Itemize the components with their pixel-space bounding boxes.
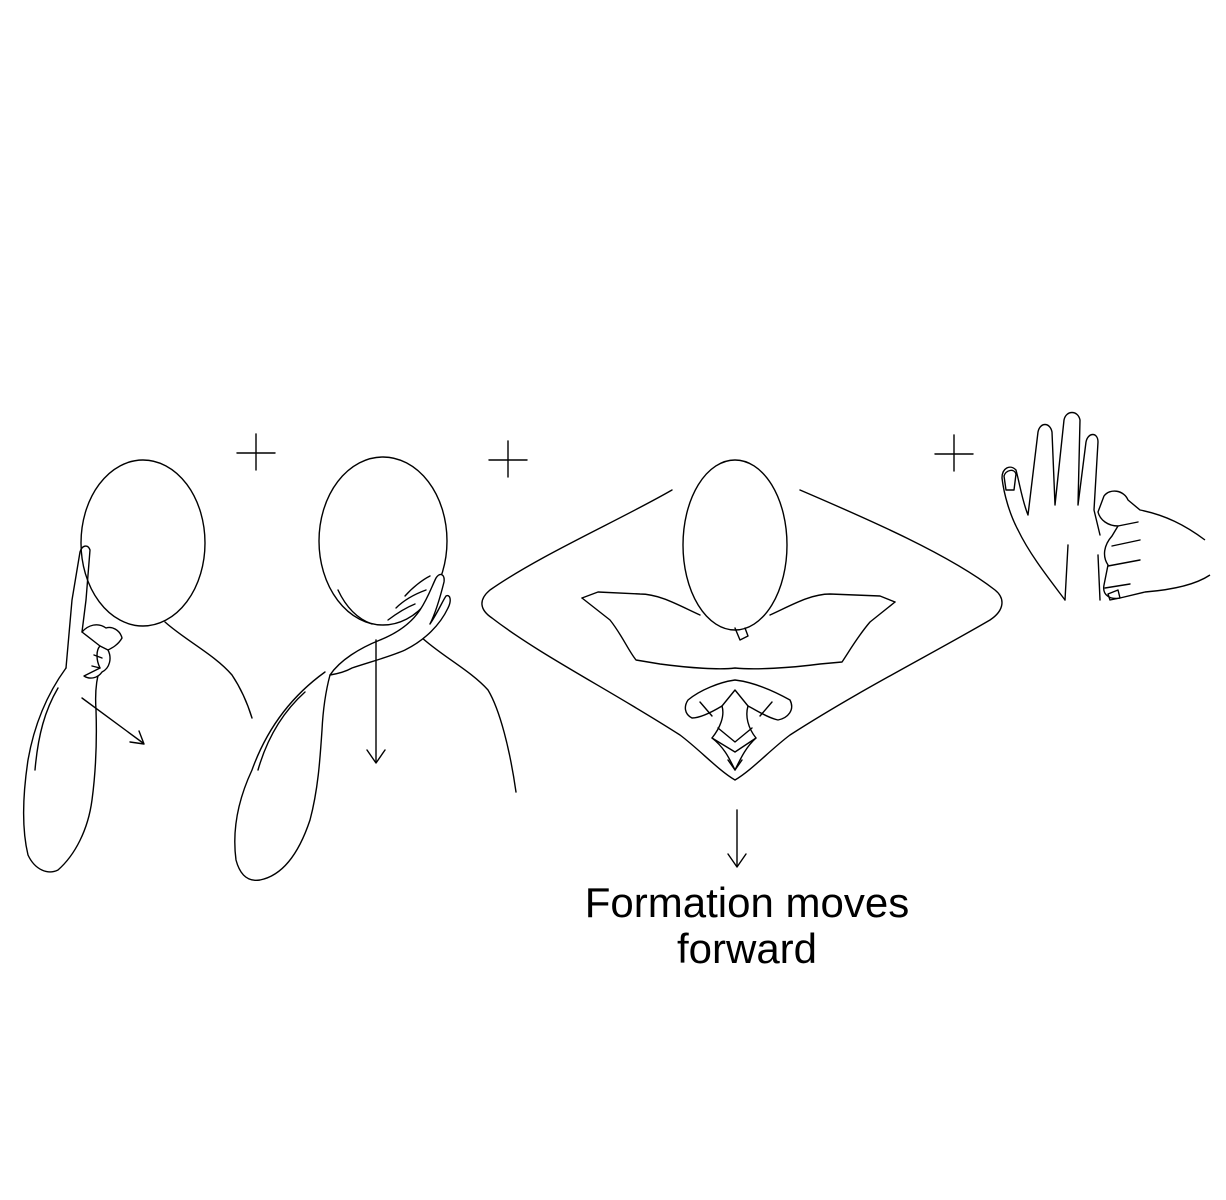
arrow-down-right-icon — [81, 697, 145, 745]
caption-line-2: forward — [676, 925, 818, 972]
figure-3-torso — [581, 591, 896, 616]
figure-4-wrist — [1064, 544, 1101, 601]
arrow-down-icon — [366, 639, 386, 764]
figure-1-arm-inner — [34, 687, 59, 771]
formation-caption: Formation moves forward — [497, 880, 997, 972]
figure-4-index-nail — [1107, 589, 1121, 601]
figure-4-thumb-nail — [1003, 469, 1017, 491]
figure-2-shoulder — [419, 635, 517, 793]
figure-2-hand-on-cheek — [234, 456, 517, 882]
figure-3-head — [682, 459, 788, 631]
figure-1-head — [80, 459, 206, 627]
figure-3-finger-lines — [699, 689, 773, 771]
figure-4-hands-counting — [1001, 411, 1211, 601]
figure-1-arm — [22, 667, 101, 873]
figure-4-finger-curls — [1104, 521, 1141, 589]
arrow-down-icon — [727, 809, 747, 868]
plus-icon — [236, 433, 276, 471]
figure-2-jaw — [337, 589, 373, 625]
figure-2-arm — [234, 671, 331, 882]
figure-1-knuckle-lines — [91, 645, 109, 669]
figure-2-arm-inner — [257, 691, 306, 771]
figure-4-pointing-hand — [1097, 490, 1211, 600]
figure-1-shoulder — [164, 621, 253, 719]
figure-3-bowing-hands-clasped — [481, 459, 1003, 781]
figure-3-outer-arms — [481, 489, 1003, 781]
plus-icon — [488, 440, 528, 478]
plus-icon — [934, 434, 974, 472]
figure-2-hand — [329, 573, 451, 676]
figure-1-fist — [81, 624, 123, 679]
figure-3-chin — [734, 627, 749, 641]
figure-4-open-hand — [1001, 411, 1101, 601]
caption-line-1: Formation moves — [584, 879, 910, 926]
figure-1-fist-at-temple — [22, 459, 253, 873]
figure-2-head — [318, 456, 448, 626]
figure-2-fingers — [387, 575, 431, 621]
figure-1-index-finger — [65, 545, 91, 669]
figure-3-torso-sides — [581, 597, 896, 670]
